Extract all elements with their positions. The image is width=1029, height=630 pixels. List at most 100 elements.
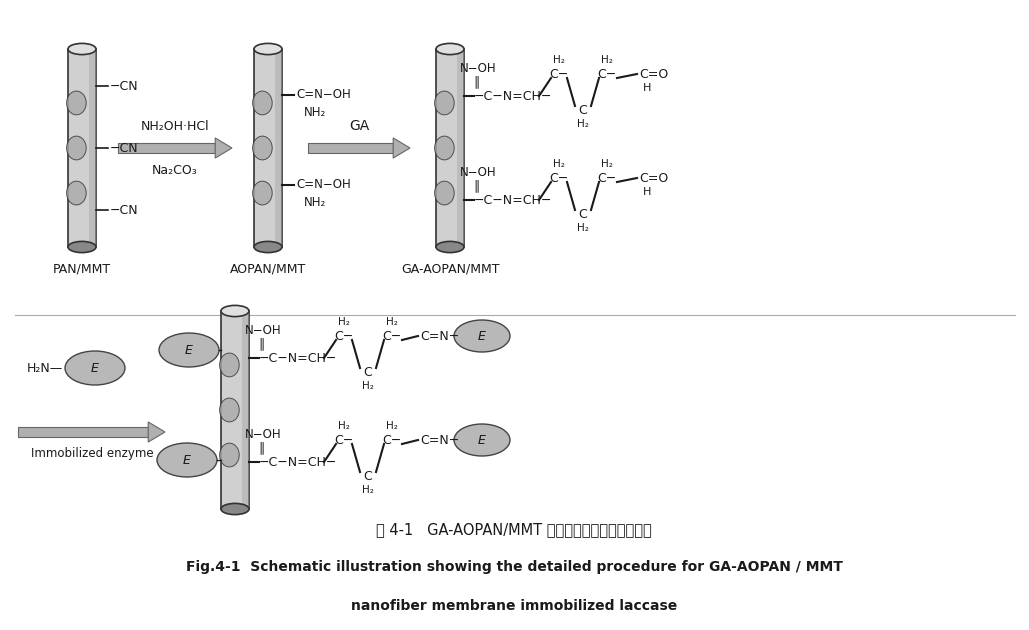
Text: H₂: H₂ [339, 317, 350, 327]
Text: 图 4-1   GA-AOPAN/MMT 纳米纤维膜固定漆酶示意图: 图 4-1 GA-AOPAN/MMT 纳米纤维膜固定漆酶示意图 [377, 522, 652, 537]
Text: GA: GA [349, 119, 369, 133]
Text: H₂: H₂ [362, 381, 374, 391]
Text: PAN/MMT: PAN/MMT [52, 263, 111, 276]
Text: E: E [478, 329, 486, 343]
Ellipse shape [434, 181, 454, 205]
Text: C=N−: C=N− [420, 433, 459, 447]
Ellipse shape [157, 443, 217, 477]
Ellipse shape [67, 91, 86, 115]
Text: Immobilized enzyme: Immobilized enzyme [31, 447, 153, 461]
Text: NH₂: NH₂ [304, 197, 326, 210]
Ellipse shape [436, 43, 464, 55]
Text: E: E [183, 454, 191, 466]
Ellipse shape [434, 91, 454, 115]
Text: C: C [578, 207, 588, 220]
Text: −C−N=CH−: −C−N=CH− [259, 455, 338, 469]
Text: ∥: ∥ [473, 76, 480, 88]
Text: ∥: ∥ [473, 180, 480, 193]
Text: H₂: H₂ [339, 421, 350, 431]
Text: H₂: H₂ [386, 317, 398, 327]
Text: C−: C− [549, 67, 569, 81]
FancyBboxPatch shape [17, 427, 148, 437]
Ellipse shape [454, 320, 510, 352]
Text: N−OH: N−OH [460, 62, 496, 74]
Text: ∥: ∥ [258, 442, 264, 454]
Text: C=N−OH: C=N−OH [296, 178, 351, 192]
Text: E: E [478, 433, 486, 447]
Text: N−OH: N−OH [245, 323, 281, 336]
FancyBboxPatch shape [275, 49, 282, 247]
Text: C=O: C=O [639, 67, 668, 81]
Text: C: C [363, 365, 372, 379]
Text: H: H [643, 83, 651, 93]
Text: C−: C− [598, 67, 616, 81]
FancyBboxPatch shape [242, 311, 249, 509]
Ellipse shape [254, 241, 282, 253]
Text: C=N−OH: C=N−OH [296, 88, 351, 101]
Text: −CN: −CN [110, 79, 139, 93]
FancyBboxPatch shape [457, 49, 464, 247]
Text: C=N−: C=N− [420, 329, 459, 343]
Text: Fig.4-1  Schematic illustration showing the detailed procedure for GA-AOPAN / MM: Fig.4-1 Schematic illustration showing t… [185, 560, 843, 574]
Text: C−: C− [383, 329, 401, 343]
Ellipse shape [68, 43, 96, 55]
Text: C: C [363, 469, 372, 483]
Text: NH₂: NH₂ [304, 106, 326, 120]
Text: N−OH: N−OH [245, 428, 281, 440]
Ellipse shape [68, 241, 96, 253]
Ellipse shape [252, 91, 273, 115]
Ellipse shape [221, 306, 249, 317]
FancyBboxPatch shape [118, 142, 215, 153]
Text: −C−N=CH−: −C−N=CH− [474, 89, 553, 103]
FancyBboxPatch shape [254, 49, 282, 247]
Ellipse shape [159, 333, 219, 367]
Text: nanofiber membrane immobilized laccase: nanofiber membrane immobilized laccase [351, 599, 677, 613]
Text: Na₂CO₃: Na₂CO₃ [152, 164, 198, 176]
Ellipse shape [219, 353, 239, 377]
Polygon shape [215, 138, 232, 158]
Ellipse shape [436, 241, 464, 253]
Text: H₂: H₂ [362, 485, 374, 495]
Text: −CN: −CN [110, 203, 139, 217]
Ellipse shape [67, 181, 86, 205]
Text: H₂: H₂ [386, 421, 398, 431]
Text: H₂: H₂ [577, 119, 589, 129]
Ellipse shape [219, 443, 239, 467]
Text: H: H [643, 187, 651, 197]
Text: −C−N=CH−: −C−N=CH− [474, 193, 553, 207]
Text: C−: C− [383, 433, 401, 447]
Polygon shape [148, 422, 165, 442]
Ellipse shape [434, 136, 454, 160]
Text: H₂: H₂ [553, 55, 565, 65]
Text: GA-AOPAN/MMT: GA-AOPAN/MMT [400, 263, 499, 276]
Text: C=O: C=O [639, 171, 668, 185]
FancyBboxPatch shape [436, 49, 464, 247]
Text: C−: C− [334, 329, 354, 343]
Ellipse shape [67, 136, 86, 160]
Text: AOPAN/MMT: AOPAN/MMT [229, 263, 306, 276]
Ellipse shape [252, 181, 273, 205]
Ellipse shape [221, 503, 249, 515]
Text: C−: C− [598, 171, 616, 185]
Text: H₂: H₂ [601, 55, 613, 65]
Text: N−OH: N−OH [460, 166, 496, 178]
FancyBboxPatch shape [308, 142, 393, 153]
Text: −C−N=CH−: −C−N=CH− [259, 352, 338, 365]
Text: H₂: H₂ [577, 223, 589, 233]
Ellipse shape [252, 136, 273, 160]
Text: H₂N—: H₂N— [27, 362, 63, 374]
Text: NH₂OH·HCl: NH₂OH·HCl [141, 120, 209, 132]
Text: −CN: −CN [110, 142, 139, 154]
FancyBboxPatch shape [68, 49, 96, 247]
FancyBboxPatch shape [88, 49, 96, 247]
Text: C: C [578, 103, 588, 117]
Ellipse shape [219, 398, 239, 422]
Text: ∥: ∥ [258, 338, 264, 350]
Polygon shape [393, 138, 410, 158]
Text: C−: C− [334, 433, 354, 447]
Ellipse shape [254, 43, 282, 55]
Text: E: E [91, 362, 99, 374]
FancyBboxPatch shape [221, 311, 249, 509]
Text: H₂: H₂ [553, 159, 565, 169]
Text: E: E [185, 343, 193, 357]
